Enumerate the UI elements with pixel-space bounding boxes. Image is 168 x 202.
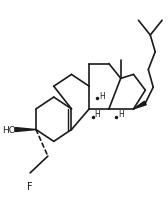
Polygon shape [15, 128, 36, 132]
Text: H: H [99, 91, 105, 100]
Text: H: H [94, 110, 100, 119]
Polygon shape [134, 102, 146, 109]
Text: F: F [27, 181, 33, 191]
Text: H: H [118, 110, 124, 119]
Text: HO: HO [3, 125, 16, 134]
